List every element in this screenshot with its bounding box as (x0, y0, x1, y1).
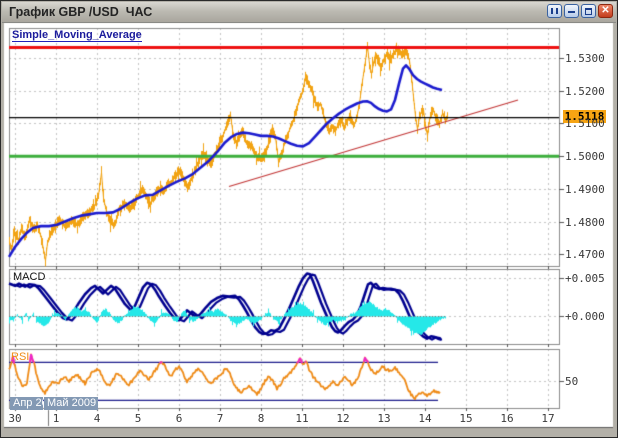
price-tick-label: 1.4700 (565, 248, 605, 261)
day-label: 17 (541, 412, 555, 425)
month-label-box: Апр 2009 (10, 397, 43, 410)
day-label: 1 (52, 412, 60, 425)
pause-button[interactable] (547, 4, 562, 18)
minimize-button[interactable] (564, 4, 579, 18)
window-controls: ✕ (547, 4, 613, 18)
macd-indicator-label: MACD (13, 271, 46, 283)
day-label: 8 (257, 412, 265, 425)
day-label: 14 (418, 412, 432, 425)
day-label: 4 (93, 412, 101, 425)
maximize-icon (585, 8, 592, 15)
macd-tick-label: +0.005 (565, 272, 605, 285)
macd-tick-label: +0.000 (565, 310, 605, 323)
day-label: 11 (295, 412, 309, 425)
maximize-button[interactable] (581, 4, 596, 18)
rsi-indicator-label: RSI (11, 351, 30, 363)
rsi-tick-label: 50 (565, 375, 579, 388)
titlebar[interactable]: График GBP /USD ЧАС (2, 2, 616, 23)
minimize-icon (568, 11, 575, 13)
pause-icon (551, 8, 558, 14)
day-label: 13 (377, 412, 391, 425)
close-button[interactable]: ✕ (598, 4, 613, 18)
day-label: 5 (134, 412, 142, 425)
day-label: 6 (175, 412, 183, 425)
price-tick-label: 1.4900 (565, 183, 605, 196)
day-label: 15 (459, 412, 473, 425)
price-tick-label: 1.5200 (565, 85, 605, 98)
day-label: 12 (336, 412, 350, 425)
price-tick-label: 1.5000 (565, 150, 605, 163)
month-label-box: Май 2009 (44, 397, 98, 410)
day-label: 16 (500, 412, 514, 425)
price-tick-label: 1.5100 (565, 117, 605, 130)
price-tick-label: 1.5300 (565, 52, 605, 65)
day-label: 30 (8, 412, 22, 425)
sma-indicator-label[interactable]: Simple_Moving_Average (12, 29, 142, 42)
current-price-badge: 1.5118 (563, 110, 606, 123)
day-label: 7 (216, 412, 224, 425)
window-title: График GBP /USD ЧАС (9, 5, 153, 19)
close-icon: ✕ (601, 5, 610, 16)
price-tick-label: 1.4800 (565, 216, 605, 229)
